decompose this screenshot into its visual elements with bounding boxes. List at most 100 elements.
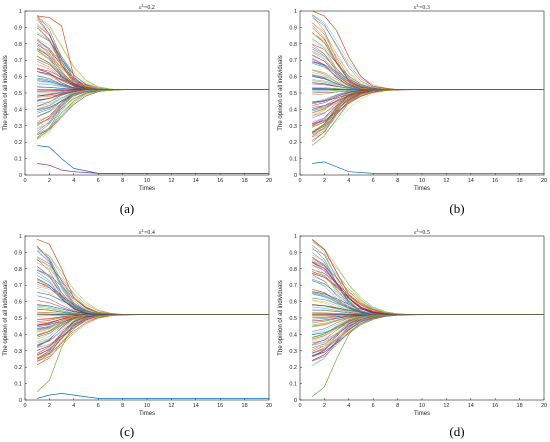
y-axis-label: The opinion of all individuals bbox=[3, 55, 9, 130]
x-tick-label: 4 bbox=[72, 178, 75, 184]
x-tick-label: 12 bbox=[168, 178, 174, 184]
x-tick-label: 6 bbox=[97, 178, 100, 184]
x-tick-label: 18 bbox=[517, 178, 523, 184]
x-tick-label: 0 bbox=[23, 178, 26, 184]
y-tick-label: 0.1 bbox=[14, 382, 22, 388]
y-tick-label: 0.9 bbox=[289, 25, 297, 31]
x-tick-label: 16 bbox=[492, 403, 498, 409]
y-tick-label: 0.1 bbox=[14, 157, 22, 163]
x-tick-label: 0 bbox=[298, 178, 301, 184]
y-axis-label: The opinion of all individuals bbox=[278, 280, 284, 355]
y-tick-label: 0.7 bbox=[289, 283, 297, 289]
x-tick-label: 10 bbox=[419, 178, 425, 184]
x-axis-label: Times bbox=[139, 411, 155, 417]
x-tick-label: 4 bbox=[347, 178, 350, 184]
chart-panel-b: 0 2 4 6 8 10 12 14 16 18 20 0 0.1 0.2 0.3 0.4 0.5 0.6 0.7 0… bbox=[275, 0, 550, 200]
x-tick-label: 6 bbox=[372, 178, 375, 184]
y-tick-label: 0.9 bbox=[14, 25, 22, 31]
x-tick-label: 2 bbox=[48, 403, 51, 409]
chart-title: εL=0.4 bbox=[139, 228, 155, 236]
chart-svg-c: 0 2 4 6 8 10 12 14 16 18 20 0 0.1 0.2 0.3 0.4 0.5 0.6 0.7 0… bbox=[3, 228, 272, 417]
y-tick-label: 0.8 bbox=[14, 42, 22, 48]
chart-svg-a: 0 2 4 6 8 10 12 14 16 18 20 0 0.1 0.2 0.3 0.4 0.5 0.6 0.7 0… bbox=[3, 3, 272, 192]
y-tick-label: 0.3 bbox=[289, 124, 297, 130]
y-tick-label: 0.2 bbox=[289, 140, 297, 146]
chart-svg-b: 0 2 4 6 8 10 12 14 16 18 20 0 0.1 0.2 0.3 0.4 0.5 0.6 0.7 0… bbox=[278, 3, 547, 192]
x-tick-label: 20 bbox=[266, 178, 272, 184]
y-tick-label: 0.5 bbox=[289, 316, 297, 322]
y-tick-label: 0.4 bbox=[289, 332, 297, 338]
caption-a: (a) bbox=[97, 201, 157, 217]
y-tick-label: 0.6 bbox=[14, 75, 22, 81]
x-tick-label: 12 bbox=[443, 403, 449, 409]
x-tick-label: 12 bbox=[168, 403, 174, 409]
x-tick-label: 2 bbox=[323, 178, 326, 184]
y-tick-label: 0.6 bbox=[289, 300, 297, 306]
y-tick-label: 0.6 bbox=[14, 300, 22, 306]
x-tick-label: 12 bbox=[443, 178, 449, 184]
x-tick-label: 8 bbox=[121, 403, 124, 409]
x-tick-label: 8 bbox=[121, 178, 124, 184]
series-line bbox=[312, 161, 544, 174]
y-axis-label: The opinion of all individuals bbox=[3, 280, 9, 355]
series-line bbox=[37, 163, 269, 174]
x-tick-label: 16 bbox=[492, 178, 498, 184]
caption-d-text: (d) bbox=[449, 424, 465, 439]
y-tick-label: 0.8 bbox=[289, 267, 297, 273]
y-tick-label: 0 bbox=[19, 173, 22, 179]
y-tick-label: 1 bbox=[19, 9, 22, 15]
y-tick-label: 0 bbox=[294, 398, 297, 404]
x-tick-label: 20 bbox=[541, 178, 547, 184]
series-line bbox=[37, 393, 269, 399]
caption-b: (b) bbox=[427, 201, 487, 217]
series-group bbox=[36, 14, 269, 174]
series-group bbox=[311, 10, 544, 174]
x-tick-label: 8 bbox=[396, 403, 399, 409]
x-tick-label: 4 bbox=[347, 403, 350, 409]
x-tick-label: 18 bbox=[517, 403, 523, 409]
x-tick-label: 10 bbox=[144, 403, 150, 409]
y-tick-label: 0.9 bbox=[289, 250, 297, 256]
x-tick-label: 10 bbox=[419, 403, 425, 409]
chart-title: εL=0.3 bbox=[414, 3, 430, 11]
y-tick-label: 0.7 bbox=[289, 58, 297, 64]
x-tick-label: 20 bbox=[266, 403, 272, 409]
x-tick-label: 14 bbox=[193, 403, 199, 409]
plot-frame bbox=[24, 10, 270, 176]
x-tick-label: 8 bbox=[396, 178, 399, 184]
y-tick-label: 1 bbox=[19, 234, 22, 240]
x-tick-label: 0 bbox=[23, 403, 26, 409]
chart-panel-c: 0 2 4 6 8 10 12 14 16 18 20 0 0.1 0.2 0.3 0.4 0.5 0.6 0.7 0… bbox=[0, 225, 275, 425]
y-tick-label: 0.1 bbox=[289, 382, 297, 388]
x-tick-label: 2 bbox=[48, 178, 51, 184]
y-tick-label: 0.8 bbox=[289, 42, 297, 48]
x-tick-label: 14 bbox=[468, 178, 474, 184]
x-tick-label: 20 bbox=[541, 403, 547, 409]
y-tick-label: 0.6 bbox=[289, 75, 297, 81]
series-group bbox=[36, 238, 269, 399]
chart-title: εL=0.5 bbox=[414, 228, 430, 236]
caption-a-text: (a) bbox=[119, 201, 135, 216]
chart-panel-a: 0 2 4 6 8 10 12 14 16 18 20 0 0.1 0.2 0.3 0.4 0.5 0.6 0.7 0… bbox=[0, 0, 275, 200]
y-tick-label: 0.2 bbox=[14, 140, 22, 146]
x-tick-label: 6 bbox=[372, 403, 375, 409]
caption-c: (c) bbox=[97, 424, 157, 440]
x-tick-label: 18 bbox=[242, 403, 248, 409]
x-tick-label: 10 bbox=[144, 178, 150, 184]
y-tick-label: 1 bbox=[294, 9, 297, 15]
chart-panel-d: 0 2 4 6 8 10 12 14 16 18 20 0 0.1 0.2 0.3 0.4 0.5 0.6 0.7 0… bbox=[275, 225, 550, 425]
y-tick-label: 0.7 bbox=[14, 58, 22, 64]
caption-c-text: (c) bbox=[119, 424, 135, 439]
caption-b-text: (b) bbox=[449, 201, 465, 216]
x-tick-label: 16 bbox=[217, 403, 223, 409]
y-tick-label: 0.4 bbox=[14, 107, 22, 113]
x-tick-label: 0 bbox=[298, 403, 301, 409]
x-axis-label: Times bbox=[414, 186, 430, 192]
x-tick-label: 2 bbox=[323, 403, 326, 409]
y-tick-label: 0.3 bbox=[14, 124, 22, 130]
y-tick-label: 0.1 bbox=[289, 157, 297, 163]
y-tick-label: 0 bbox=[19, 398, 22, 404]
y-tick-label: 0.5 bbox=[14, 316, 22, 322]
series-group bbox=[311, 239, 544, 397]
chart-title: εL=0.2 bbox=[139, 3, 155, 11]
